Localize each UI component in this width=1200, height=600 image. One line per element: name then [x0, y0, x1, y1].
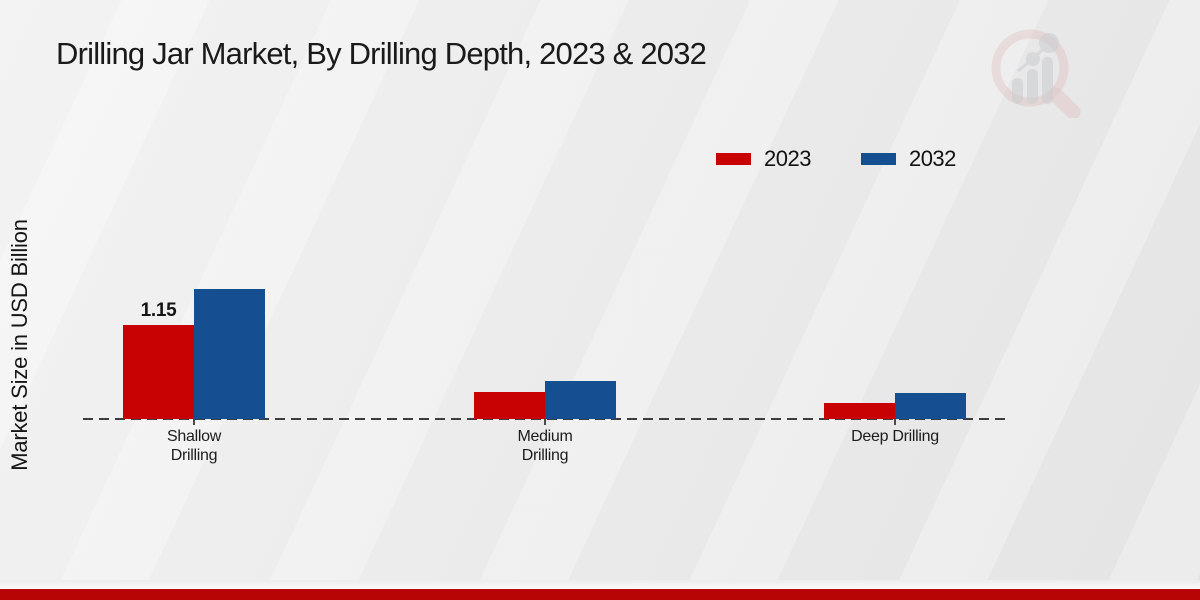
- legend: 2023 2032: [716, 146, 956, 172]
- legend-swatch-2023: [716, 153, 751, 165]
- category-label-shallow-drilling: Shallow Drilling: [167, 428, 221, 465]
- bar-value-label-2023-shallow-drilling: 1.15: [140, 300, 177, 321]
- bar-2023-deep-drilling: [824, 403, 895, 419]
- category-label-medium-drilling: Medium Drilling: [517, 428, 573, 465]
- legend-item-2032: 2032: [860, 146, 956, 172]
- legend-label-2032: 2032: [908, 146, 956, 171]
- bar-2032-shallow-drilling: [194, 289, 265, 419]
- category-label-deep-drilling: Deep Drilling: [851, 428, 939, 445]
- bar-2023-shallow-drilling: [123, 325, 194, 419]
- legend-swatch-2032: [860, 153, 896, 165]
- bar-2023-medium-drilling: [474, 392, 545, 419]
- chart-title: Drilling Jar Market, By Drilling Depth, …: [56, 36, 707, 71]
- magnifier-bar-chart-watermark-icon: [991, 29, 1081, 118]
- bar-2032-deep-drilling: [895, 393, 966, 419]
- bar-2032-medium-drilling: [545, 381, 616, 419]
- legend-label-2023: 2023: [764, 146, 811, 171]
- x-axis-tick-medium-drilling: [544, 419, 546, 425]
- footer-highlight-strip: [0, 580, 1200, 589]
- x-axis-tick-shallow-drilling: [193, 419, 195, 425]
- x-axis-tick-deep-drilling: [894, 419, 896, 425]
- legend-item-2023: 2023: [716, 146, 811, 172]
- footer-accent-bar: [0, 589, 1200, 600]
